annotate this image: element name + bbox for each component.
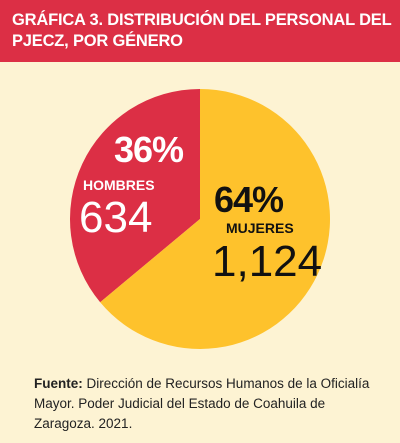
hombres-value-label: 634 [79,193,153,242]
mujeres-value-label: 1,124 [212,237,323,286]
source-text: Dirección de Recursos Humanos de la Ofic… [34,376,370,431]
hombres-percent-label: 36% [114,129,184,170]
header-banner: GRÁFICA 3. DISTRIBUCIÓN DEL PERSONAL DEL… [0,0,400,62]
mujeres-percent-label: 64% [214,179,284,220]
chart-title: GRÁFICA 3. DISTRIBUCIÓN DEL PERSONAL DEL… [12,11,392,50]
source-label: Fuente: [34,376,83,391]
mujeres-category-label: MUJERES [226,220,294,236]
pie-chart [0,62,400,362]
pie-svg [70,89,330,349]
source-note: Fuente: Dirección de Recursos Humanos de… [34,374,384,434]
pie-slice-mujeres [100,89,330,349]
pie-slice-hombres [70,89,201,303]
hombres-category-label: HOMBRES [83,177,155,193]
